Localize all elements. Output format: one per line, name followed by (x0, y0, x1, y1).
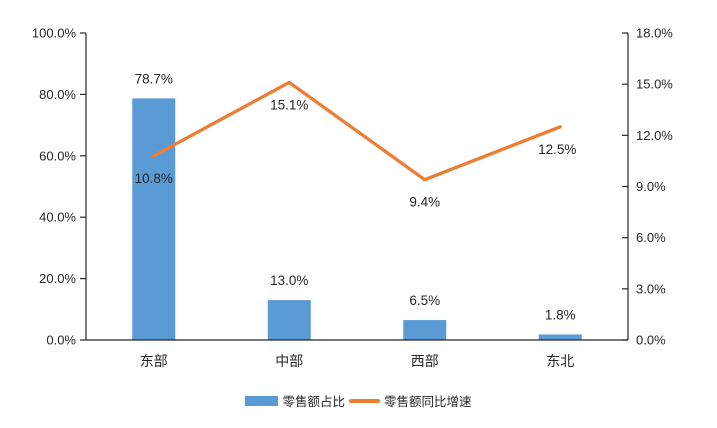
y-axis-right-tick-label: 0.0% (636, 333, 666, 348)
y-axis-left-tick-label: 40.0% (39, 210, 76, 225)
line-point-label: 9.4% (409, 195, 440, 210)
x-axis-category-label-3: 东北 (546, 353, 574, 369)
line-point-label: 10.8% (135, 171, 173, 186)
growth-line (152, 80, 562, 182)
y-axis-left-tick-label: 100.0% (32, 26, 77, 41)
y-axis-left-tick-label: 80.0% (39, 87, 76, 102)
y-axis-left-tick-label: 20.0% (39, 271, 76, 286)
bar-value-label: 78.7% (135, 71, 173, 86)
y-axis-right-tick-label: 18.0% (636, 26, 673, 41)
y-axis-right-tick-label: 15.0% (636, 77, 673, 92)
line-series-swatch-icon (349, 398, 380, 403)
line-point-label: 15.1% (270, 97, 308, 112)
x-axis-category-label-0: 东部 (140, 353, 168, 369)
x-axis-category-label-1: 中部 (275, 353, 303, 369)
bar-value-label: 13.0% (270, 273, 308, 288)
y-axis-right-tick-label: 3.0% (636, 281, 666, 296)
y-axis-left-tick-label: 60.0% (39, 148, 76, 163)
bar-1 (267, 300, 311, 340)
bar-value-label: 1.8% (545, 307, 576, 322)
legend-label-bar-series: 零售额占比 (282, 395, 345, 409)
y-axis-right-tick-label: 6.0% (636, 230, 666, 245)
bar-value-label: 6.5% (409, 293, 440, 308)
bar-2 (403, 320, 447, 340)
legend-item-line-series: 零售额同比增速 (349, 391, 472, 410)
chart-legend: 零售额占比 零售额同比增速 (0, 391, 717, 410)
y-axis-left-tick-label: 0.0% (46, 333, 76, 348)
bar-series-swatch-icon (245, 395, 279, 406)
legend-item-bar-series: 零售额占比 (245, 391, 345, 410)
bar-3 (538, 334, 582, 340)
bar-0 (132, 98, 176, 341)
y-axis-right-tick-label: 9.0% (636, 179, 666, 194)
x-axis-category-label-2: 西部 (411, 353, 439, 369)
line-point-label: 12.5% (538, 142, 576, 157)
y-axis-right-tick-label: 12.0% (636, 128, 673, 143)
legend-label-line-series: 零售额同比增速 (384, 395, 472, 409)
